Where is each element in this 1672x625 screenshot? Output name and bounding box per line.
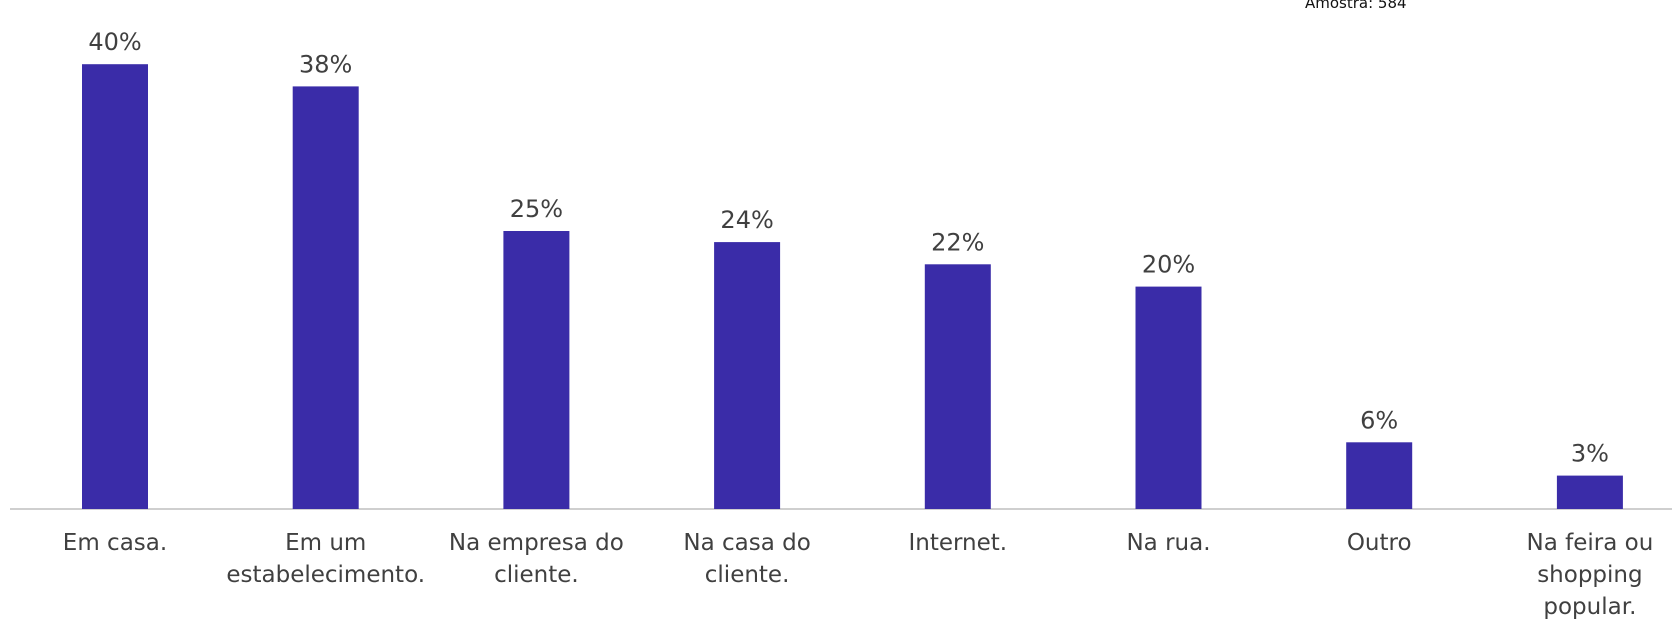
bar-value-label: 24% (720, 206, 773, 234)
category-label-line: cliente. (494, 562, 579, 588)
bar (82, 64, 148, 509)
category-labels-group: Em casa. Em um estabelecimento. Na empresa … (63, 530, 1653, 620)
category-label-line: Na rua. (1126, 530, 1210, 556)
value-labels-group: 40% 38% 25% 24% 22% 20% 6% 3% (88, 28, 1609, 467)
category-label-line: Em casa. (63, 530, 167, 556)
category-label: Na empresa do cliente. (449, 530, 624, 588)
category-label-line: Na casa do (683, 530, 810, 556)
bar (1556, 475, 1623, 509)
category-label-line: Internet. (908, 530, 1007, 556)
bars-group (82, 64, 1623, 510)
bar-value-label: 40% (88, 28, 141, 56)
bar-value-label: 38% (299, 50, 352, 78)
category-label-line: Outro (1347, 530, 1412, 556)
category-label: Na casa do cliente. (683, 530, 810, 588)
bar-value-label: 20% (1142, 251, 1195, 279)
bar (714, 242, 781, 509)
category-label-line: Em um (285, 530, 366, 556)
bar-value-label: 6% (1360, 406, 1398, 434)
bar (1346, 442, 1413, 509)
bar (924, 264, 991, 509)
category-label-line: cliente. (705, 562, 790, 588)
bar (292, 86, 359, 510)
bar-value-label: 22% (931, 228, 984, 256)
category-label-line: Na empresa do (449, 530, 624, 556)
category-label-line: shopping (1537, 562, 1642, 588)
bar-value-label: 25% (510, 195, 563, 223)
category-label: Em um estabelecimento. (226, 530, 425, 588)
category-label: Outro (1347, 530, 1412, 556)
category-label-line: Na feira ou (1527, 530, 1654, 556)
bar-value-label: 3% (1571, 440, 1609, 468)
bar (503, 231, 570, 509)
category-label-line: popular. (1543, 594, 1636, 620)
sample-size-note: Amostra: 584 (1305, 0, 1407, 12)
category-label: Em casa. (63, 530, 167, 556)
category-label: Internet. (908, 530, 1007, 556)
category-label: Na rua. (1126, 530, 1210, 556)
bar (1135, 286, 1202, 509)
category-label: Na feira ou shopping popular. (1527, 530, 1654, 620)
category-label-line: estabelecimento. (226, 562, 425, 588)
